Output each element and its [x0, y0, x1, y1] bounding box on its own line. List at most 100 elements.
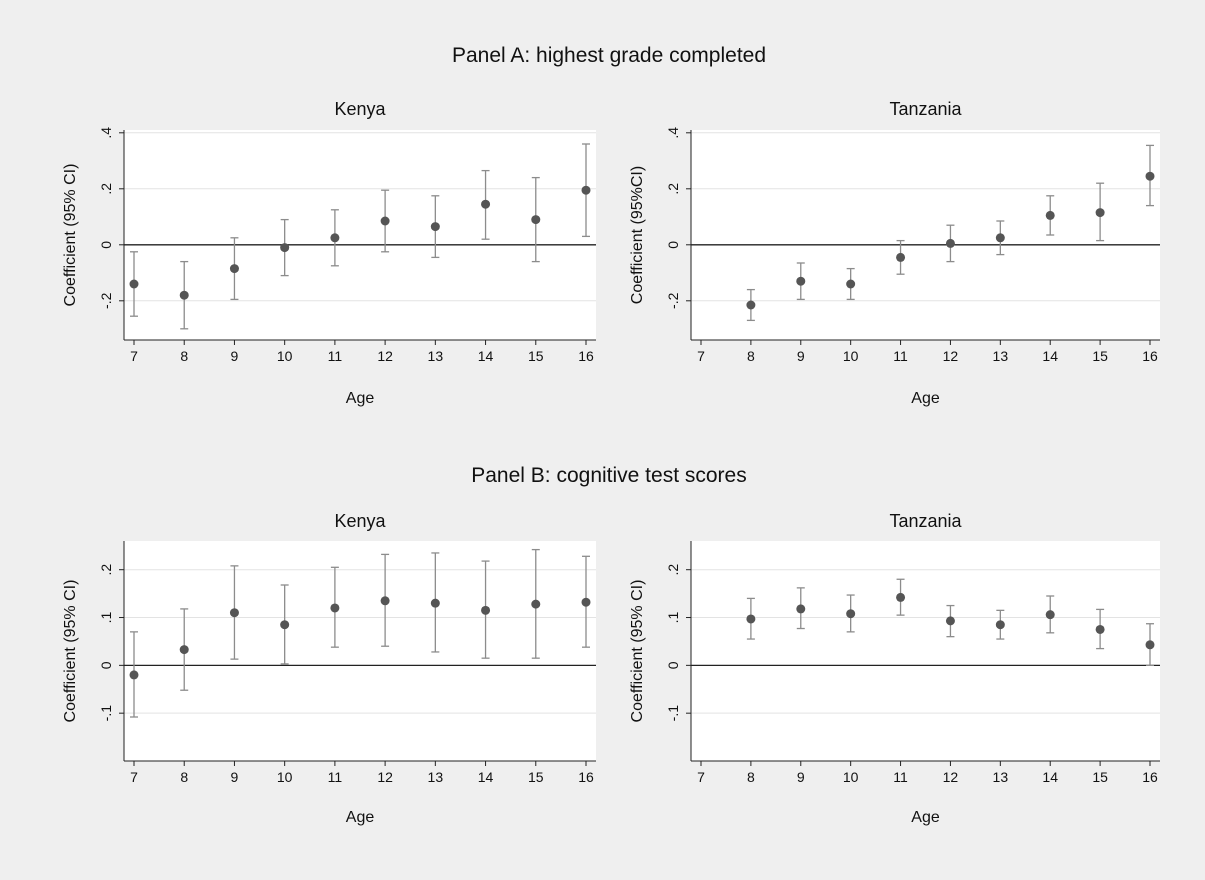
data-point	[1145, 171, 1155, 181]
x-tick-label: 8	[180, 769, 188, 785]
x-axis-label: Age	[911, 809, 940, 826]
x-tick-label: 8	[747, 769, 755, 785]
data-point	[481, 605, 491, 615]
x-tick-label: 7	[130, 348, 138, 364]
x-tick-label: 15	[528, 769, 544, 785]
subplot-title: Tanzania	[889, 99, 962, 119]
data-point	[846, 609, 856, 619]
x-tick-label: 9	[797, 769, 805, 785]
data-point	[1095, 208, 1105, 218]
chart-2: -.2 0 .2 .4 7 8 9 10 11 12 13 14 15 16 Tanzania Age Coef…	[629, 99, 1160, 407]
charts: -.2 0 .2 .4 7 8 9 10 11 12 13 14 15 16 Kenya Age Coeffic…	[62, 99, 1160, 826]
chart-1: -.2 0 .2 .4 7 8 9 10 11 12 13 14 15 16 Kenya Age Coeffic…	[62, 99, 596, 407]
data-point	[380, 596, 390, 606]
plot-area	[124, 541, 596, 761]
data-point	[481, 199, 491, 209]
y-axis-label: Coefficient (95% CI)	[62, 164, 79, 307]
data-point	[531, 599, 541, 609]
data-point	[229, 608, 239, 618]
y-tick-label: -.1	[98, 705, 114, 722]
x-tick-label: 11	[893, 348, 908, 364]
data-point	[1095, 624, 1105, 634]
x-tick-label: 10	[843, 769, 859, 785]
y-tick-label: .1	[98, 611, 114, 623]
data-point	[179, 645, 189, 655]
data-point	[280, 620, 290, 630]
data-point	[746, 300, 756, 310]
x-axis-label: Age	[911, 390, 940, 407]
x-tick-label: 7	[697, 348, 705, 364]
data-point	[129, 279, 139, 289]
y-axis-label: Coefficient (95% CI)	[629, 580, 646, 723]
y-tick-label: 0	[98, 241, 114, 249]
y-axis-label: Coefficient (95% CI)	[62, 580, 79, 723]
data-point	[581, 185, 591, 195]
x-tick-label: 7	[130, 769, 138, 785]
data-point	[995, 620, 1005, 630]
x-tick-label: 15	[1092, 348, 1108, 364]
data-point	[896, 592, 906, 602]
x-tick-label: 12	[943, 348, 959, 364]
subplot-title: Kenya	[334, 99, 386, 119]
data-point	[129, 670, 139, 680]
x-tick-label: 9	[231, 348, 239, 364]
x-tick-label: 10	[843, 348, 859, 364]
data-point	[896, 252, 906, 262]
y-tick-label: -.2	[665, 292, 681, 309]
x-tick-label: 13	[993, 769, 1009, 785]
x-tick-label: 9	[231, 769, 239, 785]
data-point	[280, 243, 290, 253]
x-tick-label: 16	[1142, 348, 1158, 364]
x-tick-label: 9	[797, 348, 805, 364]
data-point	[430, 222, 440, 232]
y-tick-label: .2	[665, 564, 681, 576]
x-tick-label: 7	[697, 769, 705, 785]
data-point	[179, 290, 189, 300]
data-point	[1045, 610, 1055, 620]
y-tick-label: -.1	[665, 705, 681, 722]
data-point	[846, 279, 856, 289]
data-point	[746, 614, 756, 624]
x-axis-label: Age	[346, 390, 375, 407]
data-point	[995, 233, 1005, 243]
x-axis-label: Age	[346, 809, 375, 826]
y-tick-label: 0	[665, 241, 681, 249]
x-tick-label: 12	[377, 348, 393, 364]
plot-area	[124, 130, 596, 340]
x-tick-label: 14	[478, 769, 494, 785]
x-tick-label: 10	[277, 348, 293, 364]
y-tick-label: .2	[98, 564, 114, 576]
x-tick-label: 15	[1092, 769, 1108, 785]
x-tick-label: 11	[328, 348, 343, 364]
chart-4: -.1 0 .1 .2 7 8 9 10 11 12 13 14 15 16 Tanzania Age Coef…	[629, 511, 1160, 826]
y-tick-label: .2	[98, 183, 114, 195]
subplot-title: Kenya	[334, 511, 386, 531]
x-tick-label: 14	[478, 348, 494, 364]
subplot-title: Tanzania	[889, 511, 962, 531]
x-tick-label: 10	[277, 769, 293, 785]
panel-a-title: Panel A: highest grade completed	[452, 44, 766, 67]
data-point	[380, 216, 390, 226]
x-tick-label: 14	[1042, 769, 1058, 785]
x-tick-label: 8	[747, 348, 755, 364]
data-point	[945, 238, 955, 248]
x-tick-label: 16	[1142, 769, 1158, 785]
y-tick-label: .2	[665, 183, 681, 195]
x-tick-label: 15	[528, 348, 544, 364]
x-tick-label: 12	[943, 769, 959, 785]
data-point	[229, 264, 239, 274]
chart-3: -.1 0 .1 .2 7 8 9 10 11 12 13 14 15 16 Kenya Age Coeffic…	[62, 511, 596, 826]
x-tick-label: 13	[428, 769, 444, 785]
plot-area	[691, 541, 1160, 761]
y-tick-label: .1	[665, 611, 681, 623]
y-tick-label: .4	[98, 127, 114, 139]
x-tick-label: 11	[328, 769, 343, 785]
data-point	[796, 276, 806, 286]
x-tick-label: 11	[893, 769, 908, 785]
y-tick-label: .4	[665, 127, 681, 139]
data-point	[1145, 640, 1155, 650]
x-tick-label: 13	[993, 348, 1009, 364]
data-point	[945, 616, 955, 626]
y-tick-label: 0	[98, 661, 114, 669]
